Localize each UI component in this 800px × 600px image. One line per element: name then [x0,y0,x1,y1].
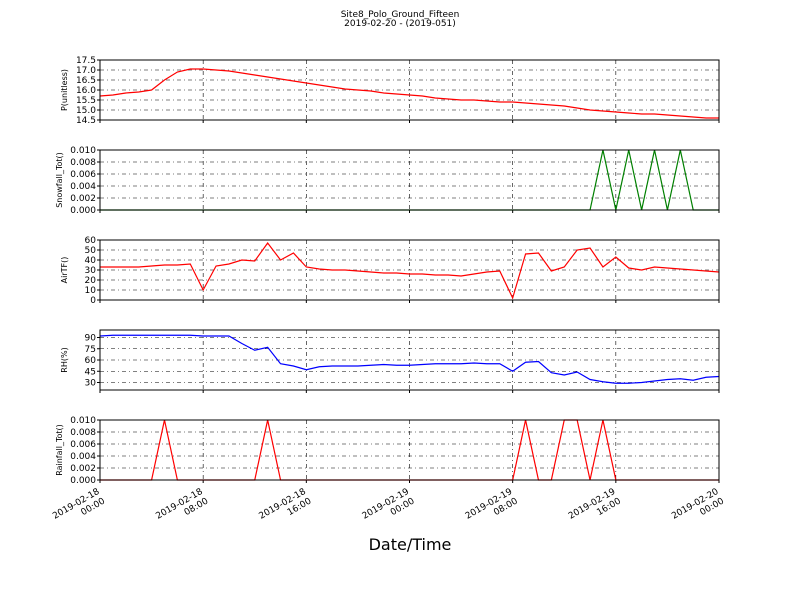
y-tick-label: 16.0 [76,86,96,96]
y-tick-label: 60 [85,236,97,246]
y-tick-label: 14.5 [76,116,96,126]
y-tick-label: 0.000 [70,476,96,486]
plot-frame [99,59,720,121]
x-tick-label: 2019-02-1900:00 [361,487,417,531]
y-tick-label: 10 [85,286,97,296]
y-tick-label: 0.006 [70,440,96,450]
y-tick-label: 15.0 [76,106,96,116]
y-tick-label: 30 [85,379,97,389]
plot-frame [99,239,720,301]
y-axis-label: RH(%) [60,347,69,372]
y-tick-label: 0.010 [70,146,96,156]
y-tick-label: 17.0 [76,66,96,76]
y-tick-label: 0.000 [70,206,96,216]
y-tick-label: 90 [85,334,97,344]
x-tick-label: 2019-02-1808:00 [154,487,210,531]
y-tick-label: 0.008 [70,428,96,438]
y-tick-label: 20 [85,276,97,286]
y-tick-label: 0.004 [70,452,96,462]
plot-frame [99,329,720,391]
chart-title: Site8_Polo_Ground_Fifteen [341,10,460,20]
x-axis-label: Date/Time [369,535,452,554]
y-tick-label: 50 [85,246,97,256]
x-tick-label: 2019-02-1800:00 [51,487,107,531]
data-line [99,334,720,384]
x-tick-label: 2019-02-1816:00 [258,487,314,531]
y-tick-label: 40 [85,256,97,266]
y-axis-label: Snowfall_Tot() [55,152,64,208]
plot-frame [99,419,720,481]
y-tick-label: 0 [90,296,96,306]
data-line [100,241,720,300]
y-tick-label: 0.002 [70,464,96,474]
y-axis-label: AirTF() [60,257,69,284]
x-tick-label: 2019-02-1908:00 [464,487,520,531]
y-tick-label: 15.5 [76,96,96,106]
y-tick-label: 45 [85,367,96,377]
y-tick-label: 16.5 [76,76,96,86]
y-tick-label: 60 [85,356,97,366]
data-line [99,68,719,119]
y-tick-label: 75 [85,345,96,355]
chart-subtitle: 2019-02-20 - (2019-051) [344,19,456,29]
y-tick-label: 0.006 [70,170,96,180]
x-tick-label: 2019-02-1916:00 [567,487,623,531]
y-axis-label: Rainfall_Tot() [55,424,64,476]
y-tick-label: 30 [85,266,97,276]
y-tick-label: 0.008 [70,158,96,168]
plot-frame [99,149,720,211]
x-tick-label: 2019-02-2000:00 [670,487,726,531]
y-tick-label: 0.004 [70,182,96,192]
y-tick-label: 0.010 [70,416,96,426]
y-axis-label: P(unitless) [60,69,69,111]
y-tick-label: 0.002 [70,194,96,204]
y-tick-label: 17.5 [76,56,96,66]
